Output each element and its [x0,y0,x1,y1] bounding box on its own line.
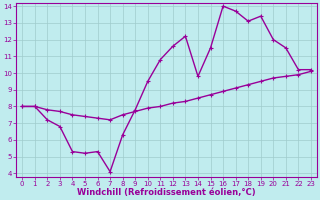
X-axis label: Windchill (Refroidissement éolien,°C): Windchill (Refroidissement éolien,°C) [77,188,256,197]
